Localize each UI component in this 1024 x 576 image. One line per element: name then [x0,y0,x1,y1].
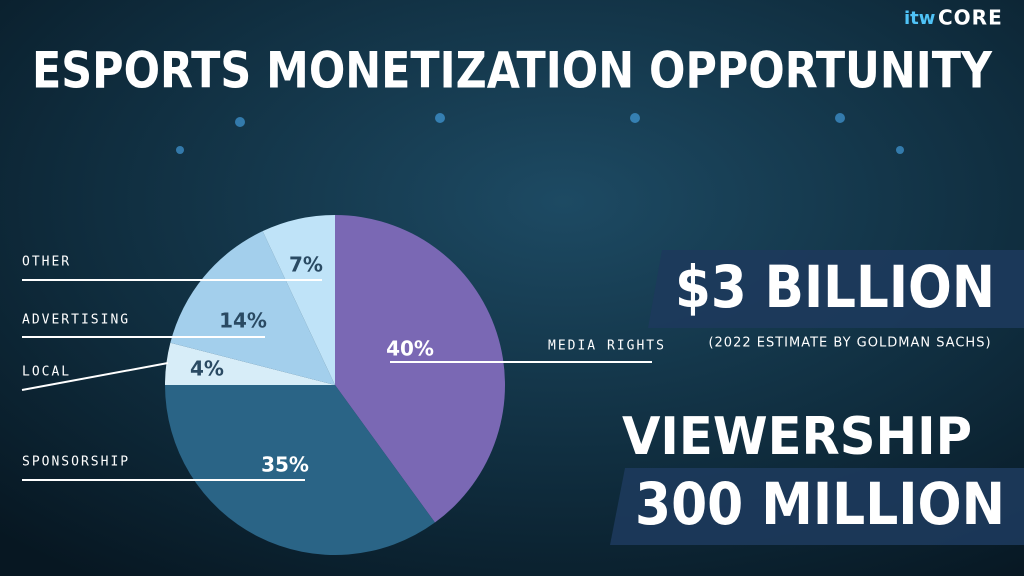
category-label: MEDIA RIGHTS [548,339,666,354]
value-label: 4% [190,357,224,381]
pie-slice [165,385,435,556]
value-label: 14% [219,309,267,333]
revenue-note: (2022 ESTIMATE BY GOLDMAN SACHS) [708,336,991,351]
value-label: 7% [289,253,323,277]
category-label: LOCAL [22,365,71,380]
revenue: $3 BILLION [675,253,995,321]
value-label: 40% [386,337,434,361]
pie-slice [335,215,505,523]
category-label: ADVERTISING [22,313,130,328]
value-label: 35% [261,453,309,477]
viewership-banner [610,468,1024,545]
viewership-label: VIEWERSHIP [622,407,972,467]
pie-slice [165,342,335,385]
category-label: SPONSORSHIP [22,455,130,470]
stage-lights [176,113,904,154]
revenue-banner [648,250,1024,328]
pie-chart: MEDIA RIGHTS 40% SPONSORSHIP 35% LOCAL 4% ADVE… [21,215,666,556]
viewership: 300 MILLION [635,470,1005,538]
pie-slice [170,231,335,385]
logo-brand: itw [904,8,935,29]
logo: itw CORE [904,6,1003,30]
title: ESPORTS MONETIZATION OPPORTUNITY [32,42,993,100]
logo-name: CORE [938,6,1003,30]
category-label: OTHER [22,255,71,270]
pie-slice [262,215,335,385]
callout-line [21,362,169,391]
